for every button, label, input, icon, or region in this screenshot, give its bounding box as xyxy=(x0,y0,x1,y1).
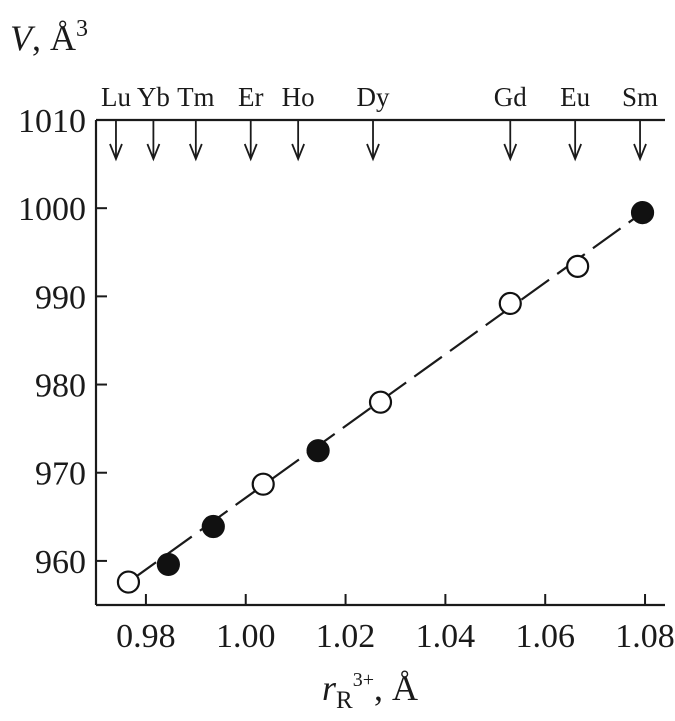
element-label-ho: Ho xyxy=(282,82,315,112)
down-arrow-icon xyxy=(633,120,647,162)
element-label-lu: Lu xyxy=(101,82,131,112)
x-tick-label: 1.02 xyxy=(316,618,376,655)
x-tick-label: 1.04 xyxy=(416,618,476,655)
down-arrow-icon xyxy=(243,120,258,162)
down-arrow-icon xyxy=(568,120,582,162)
y-axis-unit: Å xyxy=(50,18,76,58)
x-axis-label: rR3+, Å xyxy=(322,668,418,714)
y-tick-label: 990 xyxy=(35,279,86,316)
y-tick-label: 1010 xyxy=(18,103,86,140)
down-arrow-icon xyxy=(188,120,203,162)
down-arrow-icon xyxy=(146,120,161,162)
open-data-point xyxy=(498,291,522,316)
element-label-er: Er xyxy=(238,82,263,112)
x-axis-separator: , xyxy=(374,668,392,708)
element-label-eu: Eu xyxy=(560,82,590,112)
y-axis-variable: V xyxy=(10,18,36,58)
x-axis-superscript: 3+ xyxy=(353,669,374,691)
filled-data-point xyxy=(306,439,330,463)
open-data-point xyxy=(368,390,393,414)
y-tick-label: 980 xyxy=(35,368,86,405)
filled-data-point xyxy=(630,200,655,225)
element-label-sm: Sm xyxy=(622,82,658,112)
element-label-tm: Tm xyxy=(177,82,215,112)
open-data-point xyxy=(116,570,141,594)
element-label-yb: Yb xyxy=(137,82,170,112)
x-axis-subscript: R xyxy=(336,687,353,714)
element-label-dy: Dy xyxy=(357,82,390,112)
down-arrow-icon xyxy=(503,120,518,162)
open-data-point xyxy=(566,254,590,278)
x-tick-label: 0.98 xyxy=(116,618,176,655)
down-arrow-icon xyxy=(291,120,305,162)
down-arrow-icon xyxy=(366,120,380,162)
y-axis-unit-exponent: 3 xyxy=(76,16,88,42)
x-tick-label: 1.08 xyxy=(615,618,675,655)
down-arrow-icon xyxy=(109,120,123,162)
x-axis-unit: Å xyxy=(392,668,418,708)
y-tick-label: 1000 xyxy=(18,191,86,228)
element-label-gd: Gd xyxy=(494,82,527,112)
x-tick-label: 1.00 xyxy=(216,618,276,655)
y-axis-label: V, Å3 xyxy=(10,16,88,58)
open-data-point xyxy=(251,472,275,496)
y-tick-label: 960 xyxy=(35,544,86,581)
x-tick-label: 1.06 xyxy=(515,618,575,655)
filled-data-point xyxy=(156,552,180,577)
y-tick-label: 970 xyxy=(35,456,86,493)
x-axis-variable: r xyxy=(322,668,337,708)
filled-data-point xyxy=(201,514,225,539)
y-axis-separator: , xyxy=(32,18,50,58)
